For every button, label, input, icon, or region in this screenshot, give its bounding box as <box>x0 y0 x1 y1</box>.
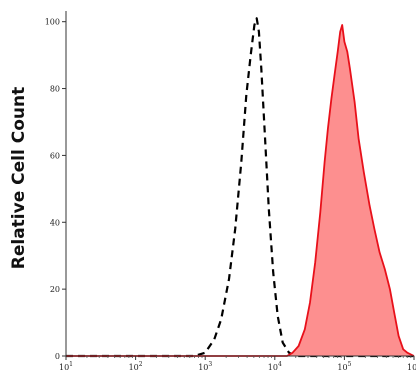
series-area-fill-1 <box>66 25 414 356</box>
y-tick-label: 0 <box>55 352 60 361</box>
x-tick-label: 103 <box>198 361 212 372</box>
x-tick-label: 104 <box>268 361 282 372</box>
x-tick-label: 105 <box>337 361 351 372</box>
y-axis-label: Relative Cell Count <box>9 87 29 269</box>
series-dashed-line-0 <box>66 17 414 358</box>
y-tick-label: 100 <box>45 18 60 27</box>
y-tick-label: 60 <box>50 151 60 160</box>
x-tick-label: 106 <box>407 361 416 372</box>
y-tick-label: 20 <box>50 285 60 294</box>
plot-area: 0 20 40 60 80 100 101 102 103 104 105 106 <box>45 11 416 372</box>
y-tick-label: 80 <box>50 85 60 94</box>
series-area-outline-1 <box>66 24 415 357</box>
x-tick-label: 102 <box>129 361 143 372</box>
y-tick-label: 40 <box>50 218 60 227</box>
x-tick-label: 101 <box>59 361 73 372</box>
